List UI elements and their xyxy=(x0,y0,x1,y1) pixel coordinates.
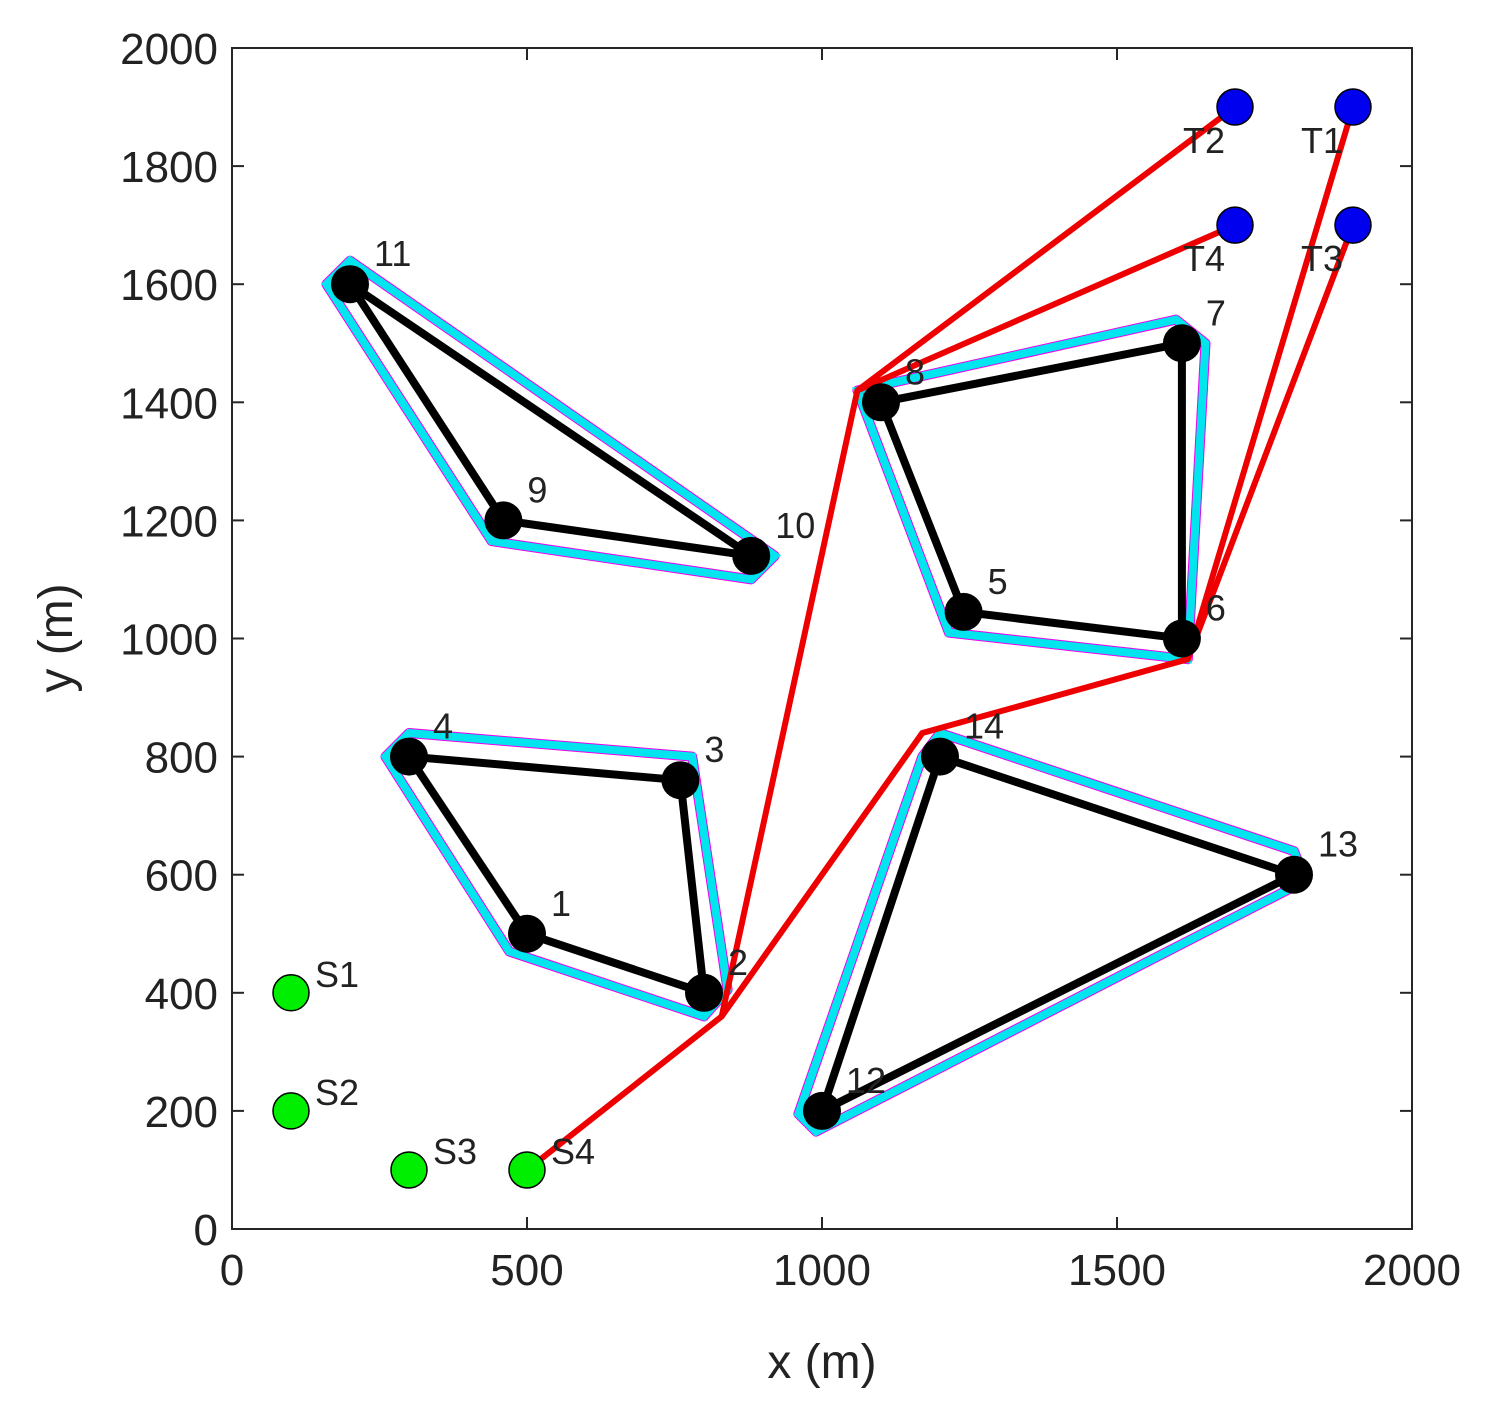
cluster-edges-1 xyxy=(405,752,708,997)
node-label-6: 6 xyxy=(1206,588,1226,629)
target-marker-t4 xyxy=(1216,206,1254,244)
routes xyxy=(524,104,1356,1173)
source-marker-s4 xyxy=(508,1151,546,1189)
source-marker-s2 xyxy=(272,1092,310,1130)
node-label-5: 5 xyxy=(988,561,1008,602)
node-label-9: 9 xyxy=(527,469,547,510)
y-tick-label: 1200 xyxy=(120,497,218,546)
node-marker-2 xyxy=(685,973,723,1012)
cluster-edges xyxy=(346,280,1298,1115)
x-tick-label: 0 xyxy=(220,1246,244,1295)
node-marker-9 xyxy=(484,501,523,540)
node-label-8: 8 xyxy=(905,351,925,392)
route-2 xyxy=(854,222,1238,394)
y-tick-label: 0 xyxy=(194,1206,218,1255)
x-tick-label: 500 xyxy=(490,1246,563,1295)
cluster-edges-4 xyxy=(818,752,1298,1115)
y-tick-label: 2000 xyxy=(120,25,218,74)
target-marker-t3 xyxy=(1334,206,1372,244)
target-marker-t2 xyxy=(1216,88,1254,126)
node-label-4: 4 xyxy=(433,706,453,747)
node-marker-13 xyxy=(1275,855,1313,894)
node-marker-6 xyxy=(1162,619,1201,658)
node-marker-7 xyxy=(1162,324,1201,363)
source-label-s4: S4 xyxy=(551,1131,595,1172)
y-tick-label: 400 xyxy=(145,970,218,1019)
y-tick-label: 600 xyxy=(145,852,218,901)
y-tick-label: 800 xyxy=(145,734,218,783)
x-tick-label: 2000 xyxy=(1363,1246,1461,1295)
node-label-12: 12 xyxy=(846,1060,886,1101)
route-3 xyxy=(718,104,1356,1020)
target-label-t1: T1 xyxy=(1301,120,1343,161)
hull-3 xyxy=(321,255,782,584)
source-label-s3: S3 xyxy=(433,1131,477,1172)
node-label-13: 13 xyxy=(1318,824,1358,865)
y-tick-label: 1400 xyxy=(120,379,218,428)
node-label-7: 7 xyxy=(1206,292,1226,333)
target-label-t4: T4 xyxy=(1183,238,1225,279)
node-marker-10 xyxy=(732,536,771,575)
node-label-10: 10 xyxy=(775,505,815,546)
node-marker-3 xyxy=(661,761,700,800)
y-tick-label: 1000 xyxy=(120,616,218,665)
node-marker-14 xyxy=(921,737,959,776)
source-marker-s3 xyxy=(390,1151,428,1189)
y-tick-label: 1600 xyxy=(120,261,218,310)
node-marker-4 xyxy=(390,737,428,776)
x-axis-label: x (m) xyxy=(767,1336,876,1389)
markers xyxy=(272,88,1372,1189)
node-marker-8 xyxy=(862,383,900,422)
node-marker-11 xyxy=(331,265,369,304)
node-marker-1 xyxy=(508,914,546,953)
node-marker-12 xyxy=(803,1091,841,1130)
cluster-edges-3 xyxy=(346,280,756,560)
source-label-s1: S1 xyxy=(315,954,359,995)
node-label-1: 1 xyxy=(551,883,571,924)
cluster-hulls xyxy=(321,255,1311,1137)
y-tick-label: 200 xyxy=(145,1088,218,1137)
target-label-t3: T3 xyxy=(1301,238,1343,279)
route-4 xyxy=(1184,222,1356,663)
node-label-2: 2 xyxy=(728,942,748,983)
node-label-11: 11 xyxy=(374,233,411,274)
x-tick-label: 1000 xyxy=(773,1246,871,1295)
cluster-edges-2 xyxy=(877,339,1186,643)
y-axis-label: y (m) xyxy=(30,583,83,692)
axes: 0 500 1000 1500 2000 0 200 400 600 800 1000 1200 140… xyxy=(120,25,1461,1295)
node-label-14: 14 xyxy=(964,706,1004,747)
hull-1 xyxy=(380,728,732,1022)
node-label-3: 3 xyxy=(704,729,724,770)
x-tick-label: 1500 xyxy=(1068,1246,1166,1295)
y-tick-label: 1800 xyxy=(120,143,218,192)
source-label-s2: S2 xyxy=(315,1072,359,1113)
source-marker-s1 xyxy=(272,974,310,1012)
route-1 xyxy=(524,104,1238,1173)
target-label-t2: T2 xyxy=(1183,120,1225,161)
target-marker-t1 xyxy=(1334,88,1372,126)
node-marker-5 xyxy=(944,592,983,631)
